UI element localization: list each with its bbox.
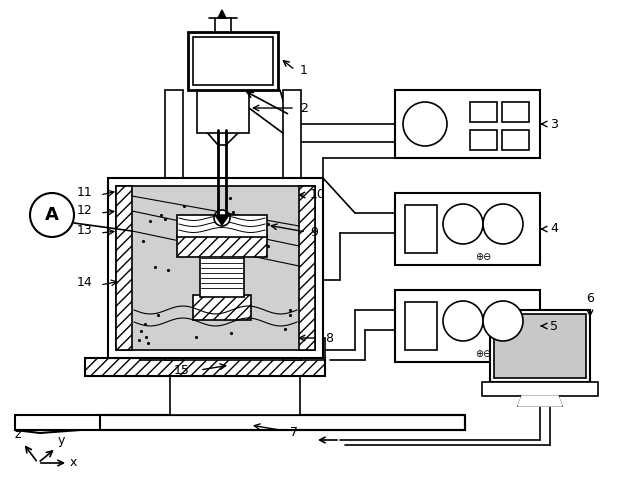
Text: 8: 8	[325, 332, 333, 345]
Bar	[193, 37, 273, 85]
Bar	[482, 382, 598, 396]
Text: 10: 10	[310, 188, 326, 202]
Text: 14: 14	[76, 277, 92, 289]
Text: 11: 11	[76, 186, 92, 200]
Text: y: y	[58, 434, 65, 447]
Bar	[177, 215, 267, 237]
Bar	[502, 130, 529, 150]
Text: 3: 3	[550, 117, 558, 131]
Text: x: x	[70, 457, 78, 470]
Bar	[502, 102, 529, 122]
Circle shape	[403, 102, 447, 146]
Bar	[108, 178, 323, 358]
Bar	[165, 90, 183, 360]
Text: ⊕⊖: ⊕⊖	[475, 252, 491, 262]
Polygon shape	[215, 215, 229, 225]
Bar	[140, 338, 325, 360]
Bar	[299, 186, 315, 350]
Bar	[470, 130, 497, 150]
Bar	[470, 102, 497, 122]
Bar	[116, 186, 132, 350]
Bar	[170, 376, 300, 415]
Bar	[193, 295, 251, 320]
Bar	[395, 290, 540, 362]
Text: A: A	[45, 206, 59, 224]
Bar	[155, 320, 310, 340]
Text: 9: 9	[310, 225, 318, 238]
Circle shape	[483, 301, 523, 341]
Polygon shape	[518, 396, 562, 406]
Bar	[490, 310, 590, 382]
Bar	[197, 85, 249, 133]
Text: 12: 12	[76, 205, 92, 218]
Text: z: z	[14, 428, 21, 441]
Bar	[494, 314, 586, 378]
Polygon shape	[218, 10, 226, 18]
Text: 15: 15	[174, 363, 190, 376]
Text: 6: 6	[586, 292, 594, 305]
Bar	[283, 90, 301, 360]
Circle shape	[30, 193, 74, 237]
Bar	[395, 90, 540, 158]
Bar	[177, 235, 267, 257]
Text: 5: 5	[550, 320, 558, 333]
Circle shape	[483, 204, 523, 244]
Bar	[405, 302, 437, 350]
Text: 2: 2	[300, 101, 308, 114]
Text: 7: 7	[290, 425, 298, 438]
Circle shape	[443, 204, 483, 244]
Circle shape	[443, 301, 483, 341]
Bar	[405, 205, 437, 253]
Text: 1: 1	[300, 64, 308, 77]
Text: ⊕⊖: ⊕⊖	[475, 349, 491, 359]
Bar	[200, 255, 244, 297]
Bar	[85, 358, 325, 376]
Bar	[116, 186, 315, 350]
Bar	[100, 415, 465, 430]
Circle shape	[214, 210, 230, 226]
Text: 4: 4	[550, 222, 558, 235]
Text: 13: 13	[76, 224, 92, 237]
Bar	[395, 193, 540, 265]
Bar	[188, 32, 278, 90]
